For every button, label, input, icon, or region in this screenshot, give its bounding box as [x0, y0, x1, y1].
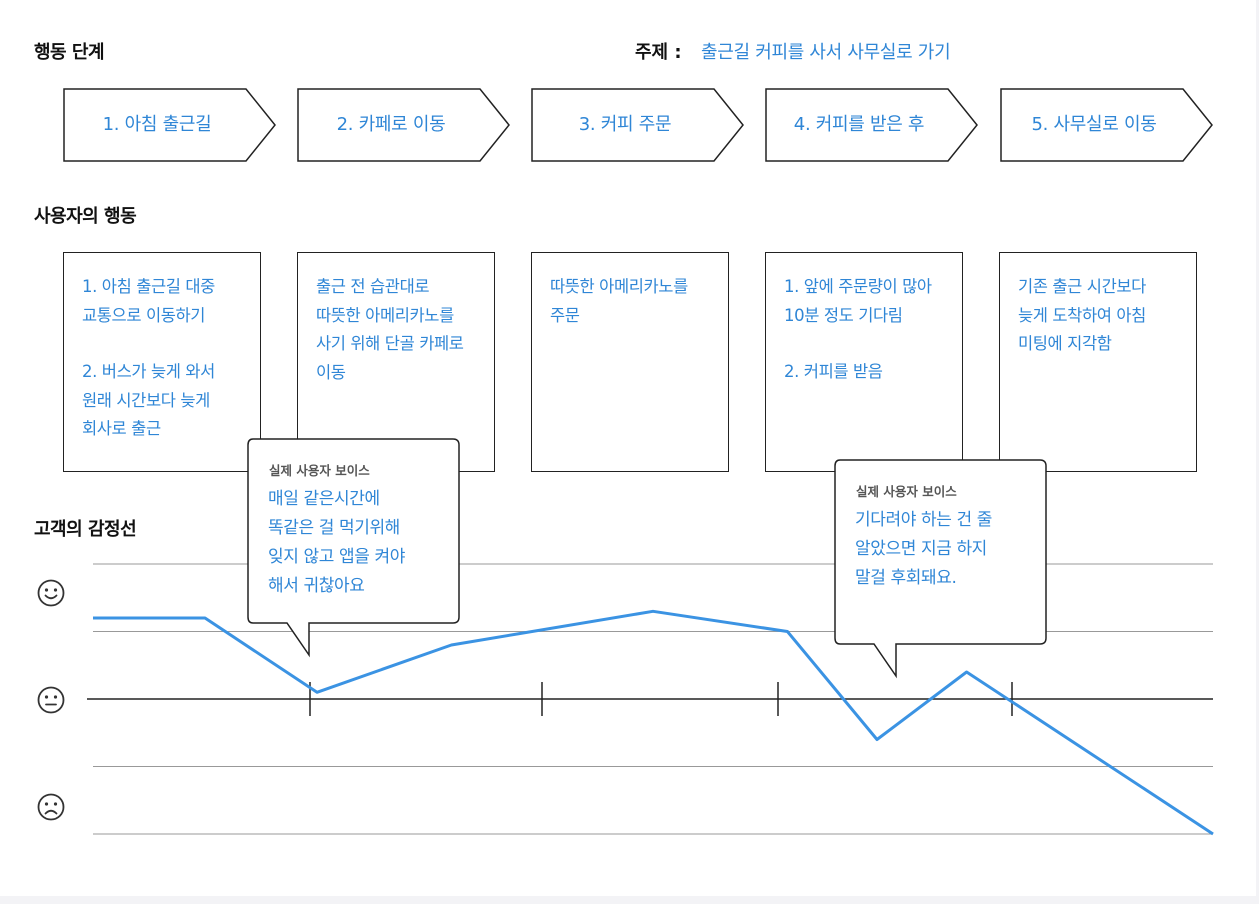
stage-arrow-shape	[297, 88, 510, 162]
user-voice-bubble-2: 실제 사용자 보이스 기다려야 하는 건 줄 알았으면 지금 하지 말걸 후회돼…	[834, 459, 1049, 679]
emotion-heading: 고객의 감정선	[34, 519, 137, 540]
voice-text: 매일 같은시간에 똑같은 걸 먹기위해 잊지 않고 앱을 켜야 해서 귀찮아요	[268, 485, 405, 601]
emotion-series-line	[93, 609, 1214, 836]
action-line: 미팅에 지각함	[1018, 334, 1112, 353]
stage-arrow-shape	[531, 88, 744, 162]
stage-label: 2. 카페로 이동	[336, 114, 446, 135]
action-line: 주문	[550, 305, 580, 325]
action-line: 늦게 도착하여 아침	[1018, 305, 1146, 325]
action-box-5: 기존 출근 시간보다 늦게 도착하여 아침 미팅에 지각함	[999, 252, 1197, 472]
stage-arrow-shape	[63, 88, 276, 162]
action-line: 기존 출근 시간보다	[1018, 277, 1146, 296]
action-line: 따뜻한 아메리카노를	[550, 277, 688, 296]
speech-bubble-shape	[247, 438, 460, 658]
action-line: 이동	[316, 362, 346, 382]
smile-face-icon	[37, 579, 65, 607]
voice-line: 잊지 않고 앱을 켜야	[268, 547, 405, 567]
voice-line: 말걸 후회돼요.	[855, 568, 957, 588]
stage-arrow-shape	[765, 88, 978, 162]
action-line: 회사로 출근	[82, 419, 161, 438]
topic-value: 출근길 커피를 사서 사무실로 가기	[701, 42, 951, 63]
action-box-4: 1. 앞에 주문량이 많아 10분 정도 기다림 2. 커피를 받음	[765, 252, 963, 472]
user-voice-bubble-1: 실제 사용자 보이스 매일 같은시간에 똑같은 걸 먹기위해 잊지 않고 앱을 …	[247, 438, 462, 658]
stage-label: 5. 사무실로 이동	[1031, 114, 1157, 135]
voice-line: 알았으면 지금 하지	[855, 539, 987, 559]
stage-arrow-5: 5. 사무실로 이동	[1000, 88, 1215, 162]
action-line: 원래 시간보다 늦게	[82, 390, 210, 410]
voice-line: 기다려야 하는 건 줄	[855, 510, 992, 530]
action-line: 2. 버스가 늦게 와서	[82, 362, 215, 381]
action-box-3: 따뜻한 아메리카노를 주문	[531, 252, 729, 472]
voice-text: 기다려야 하는 건 줄 알았으면 지금 하지 말걸 후회돼요.	[855, 506, 992, 593]
actions-heading: 사용자의 행동	[34, 206, 137, 227]
voice-line: 해서 귀찮아요	[268, 576, 365, 596]
stage-label: 1. 아침 출근길	[102, 114, 212, 135]
action-line: 2. 커피를 받음	[784, 362, 883, 381]
speech-bubble-shape	[834, 459, 1047, 679]
action-line: 출근 전 습관대로	[316, 277, 430, 296]
voice-title: 실제 사용자 보이스	[269, 463, 370, 478]
stage-arrow-2: 2. 카페로 이동	[297, 88, 512, 162]
action-box-1: 1. 아침 출근길 대중 교통으로 이동하기 2. 버스가 늦게 와서 원래 시…	[63, 252, 261, 472]
voice-line: 똑같은 걸 먹기위해	[268, 518, 400, 538]
sad-face-icon	[37, 793, 65, 821]
action-line: 1. 앞에 주문량이 많아	[784, 277, 932, 296]
stage-label: 4. 커피를 받은 후	[793, 114, 925, 135]
topic-label: 주제 :	[635, 42, 682, 63]
stage-arrow-4: 4. 커피를 받은 후	[765, 88, 980, 162]
stage-label: 3. 커피 주문	[578, 114, 672, 135]
action-line: 사기 위해 단골 카페로	[316, 334, 464, 353]
voice-title: 실제 사용자 보이스	[856, 484, 957, 499]
voice-line: 매일 같은시간에	[268, 489, 380, 509]
stages-heading: 행동 단계	[34, 42, 105, 63]
action-line: 1. 아침 출근길 대중	[82, 277, 215, 296]
stage-arrow-shape	[1000, 88, 1213, 162]
action-line: 교통으로 이동하기	[82, 305, 206, 325]
stage-arrow-1: 1. 아침 출근길	[63, 88, 278, 162]
neutral-face-icon	[37, 686, 65, 714]
stage-arrow-3: 3. 커피 주문	[531, 88, 746, 162]
action-line: 10분 정도 기다림	[784, 305, 903, 325]
action-line: 따뜻한 아메리카노를	[316, 305, 454, 325]
